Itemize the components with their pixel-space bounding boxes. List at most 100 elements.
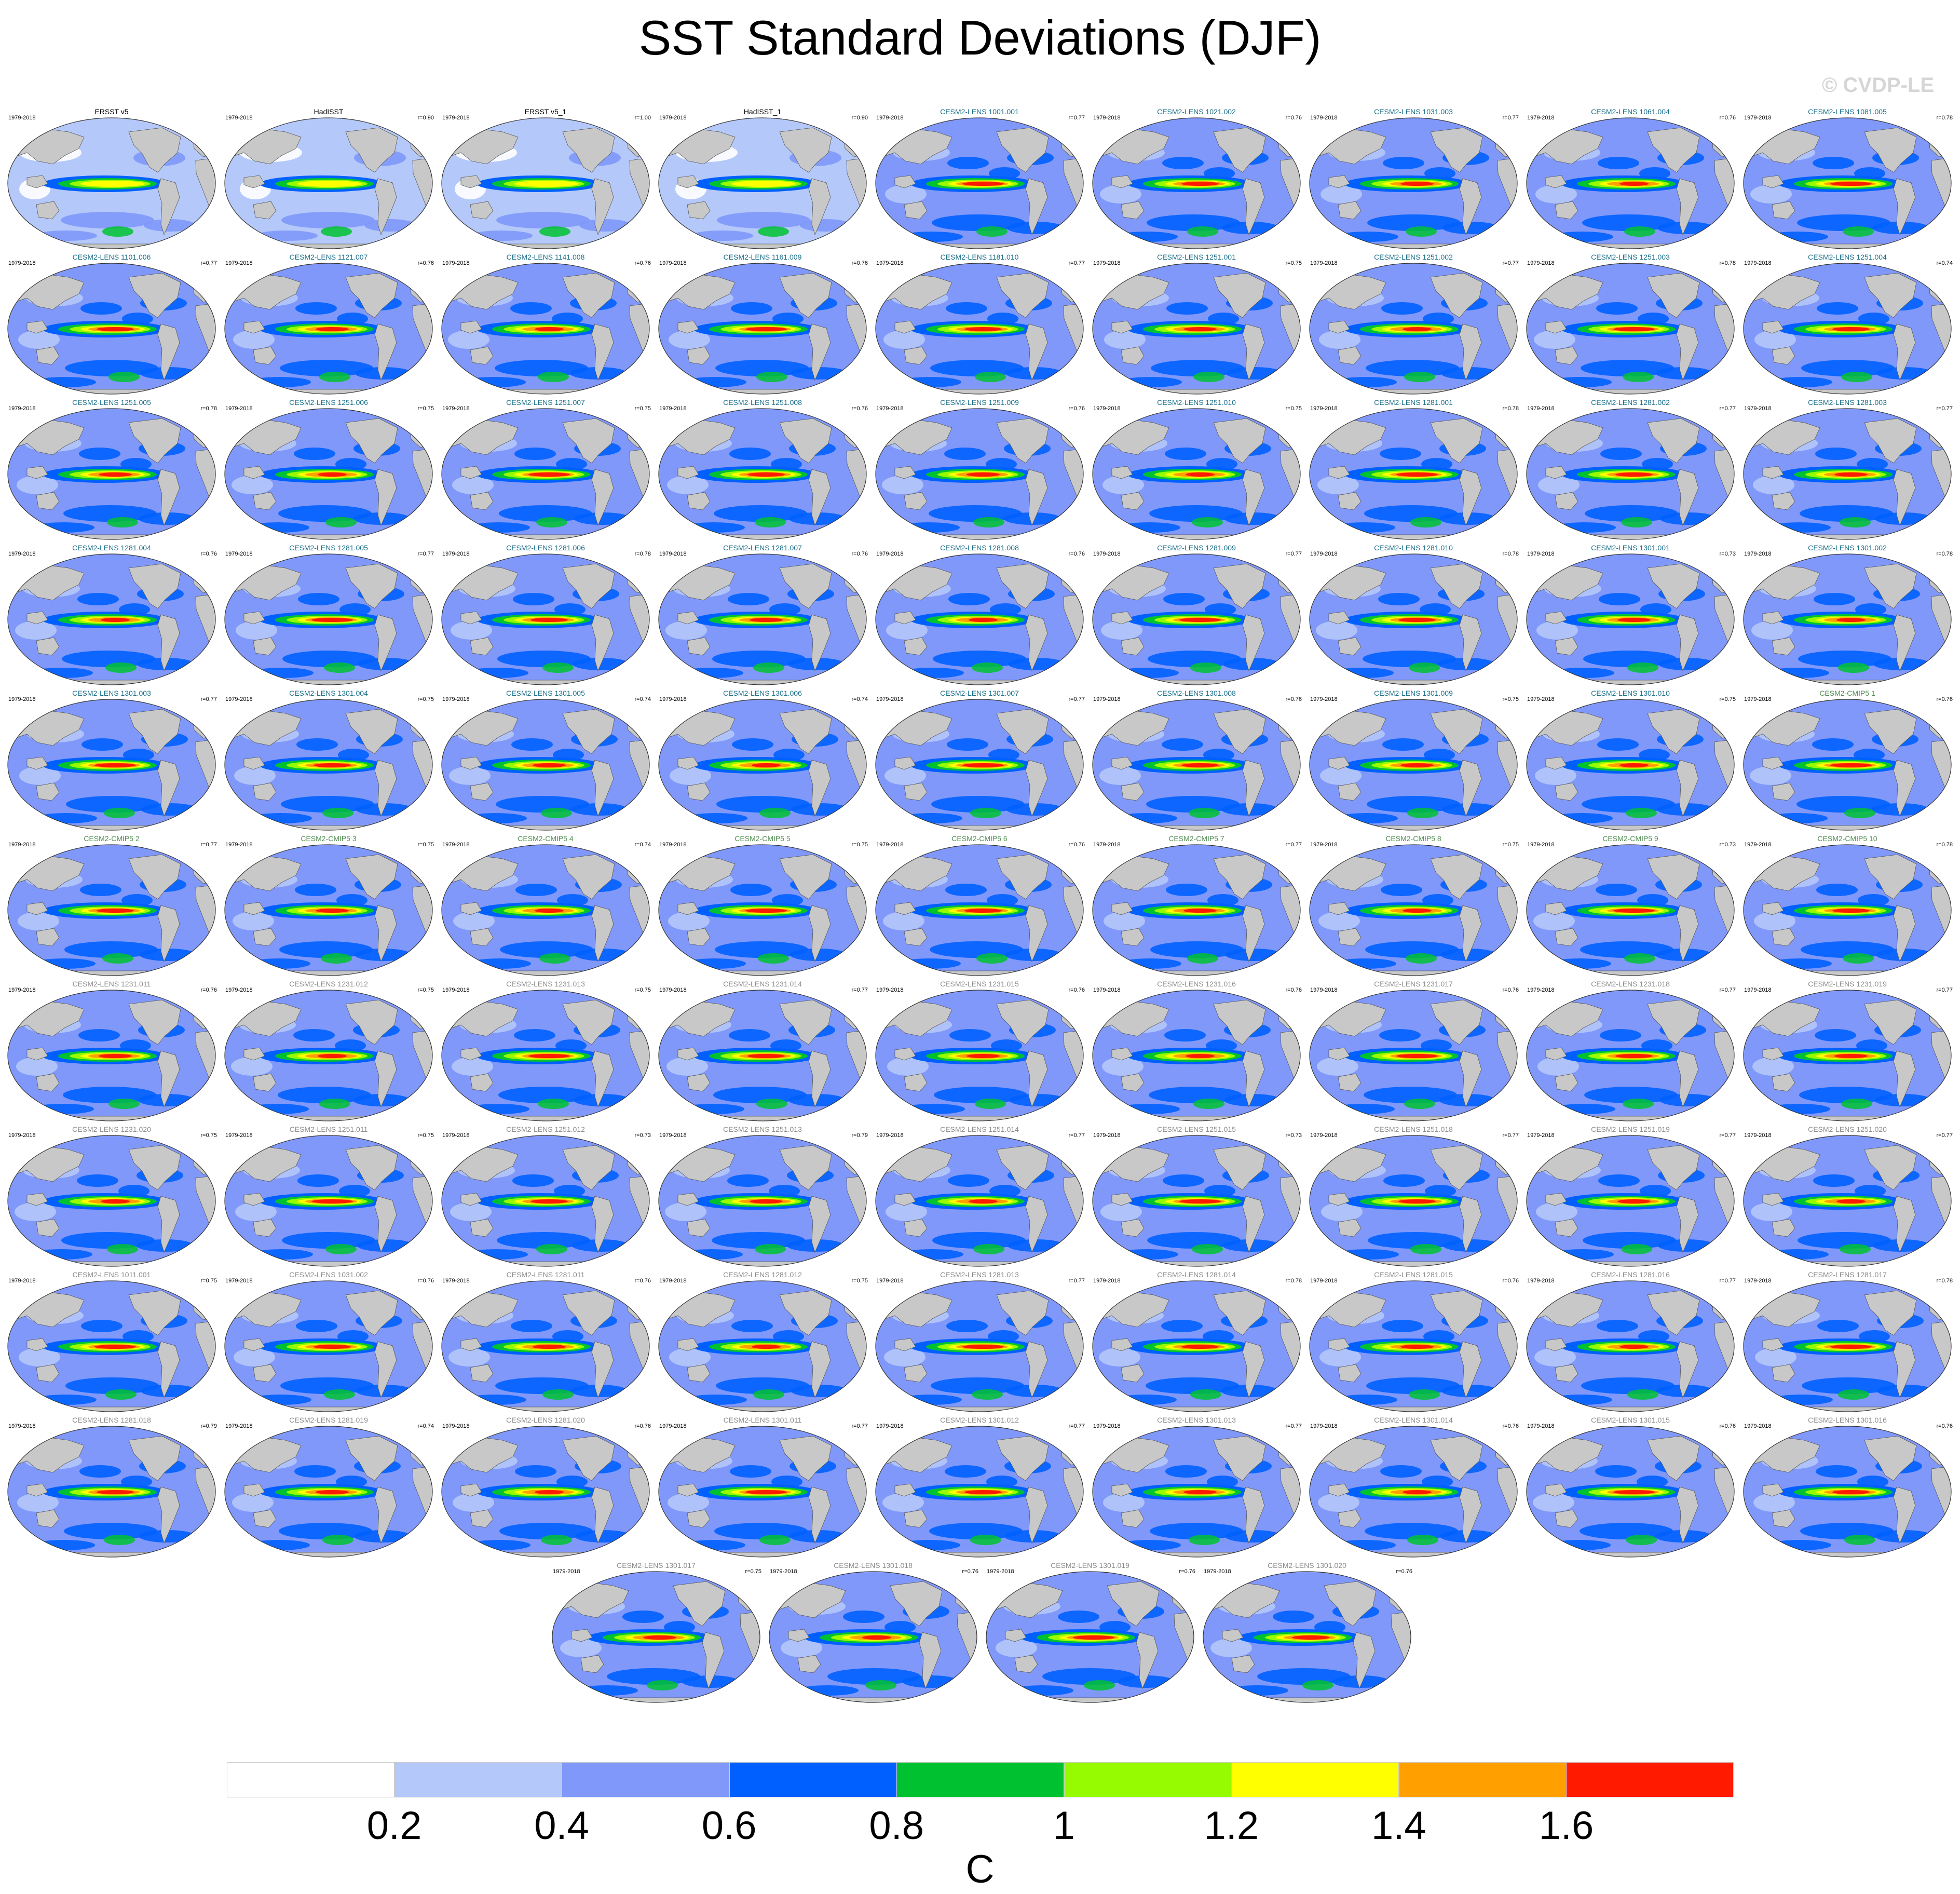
- australia-landmass: [253, 1364, 277, 1383]
- variability-patch: [15, 621, 57, 640]
- colorbar-tick-label: 1.2: [1204, 1804, 1259, 1848]
- variability-patch: [1319, 330, 1360, 349]
- maritime-continent-landmass: [460, 902, 482, 915]
- variability-patch: [515, 1465, 556, 1478]
- southern-ocean-patch: [102, 953, 133, 964]
- antarctica-landmass: [876, 1116, 1083, 1121]
- panel-period: 1979-2018: [442, 405, 470, 412]
- map-outline: [658, 1426, 867, 1558]
- variability-patch: [1753, 476, 1794, 494]
- southern-ocean-patch: [1838, 662, 1869, 673]
- panel-period: 1979-2018: [1310, 1423, 1338, 1429]
- enso-band-red: [1613, 1490, 1655, 1494]
- map-outline: [1092, 1280, 1301, 1412]
- variability-patch: [1814, 593, 1855, 605]
- map-panel: CESM2-LENS 1231.014 1979-2018 r=0.77: [654, 979, 871, 1125]
- australia-landmass: [904, 928, 928, 946]
- antarctica-landmass: [442, 970, 649, 976]
- southern-ocean-patch: [541, 808, 572, 818]
- map-panel: CESM2-LENS 1281.014 1979-2018 r=0.78: [1088, 1270, 1305, 1415]
- colorbar-units: C: [965, 1847, 995, 1891]
- panel-pattern-correlation: r=0.78: [1936, 1278, 1953, 1284]
- variability-patch: [1552, 668, 1614, 678]
- antarctica-landmass: [876, 534, 1083, 539]
- maritime-continent-landmass: [26, 1047, 48, 1061]
- north-america-landmass: [1430, 127, 1483, 173]
- map-panel: CESM2-LENS 1251.013 1979-2018 r=0.79: [654, 1125, 871, 1270]
- south-america-landmass: [374, 905, 397, 963]
- colorbar-tick-label: 0.8: [869, 1804, 924, 1848]
- panel-title: CESM2-LENS 1281.013: [940, 1270, 1019, 1279]
- panel-pattern-correlation: r=0.76: [1719, 115, 1736, 121]
- map-panel: CESM2-LENS 1281.012 1979-2018 r=0.75: [654, 1270, 871, 1415]
- north-america-landmass: [345, 709, 398, 754]
- panel-pattern-correlation: r=0.76: [1179, 1568, 1196, 1575]
- sst-map: [441, 408, 650, 540]
- north-america-landmass: [779, 127, 832, 173]
- maritime-continent-landmass: [1762, 320, 1784, 334]
- southern-ocean-patch: [319, 1099, 350, 1109]
- variability-patch: [297, 1174, 339, 1187]
- antarctica-landmass: [225, 1116, 432, 1121]
- sst-map: [224, 408, 433, 540]
- variability-patch: [1442, 222, 1500, 234]
- north-america-landmass: [562, 1436, 615, 1481]
- enso-band-red: [1830, 763, 1872, 767]
- map-outline: [1526, 1280, 1735, 1412]
- variability-patch: [886, 621, 928, 640]
- south-america-landmass: [1893, 1341, 1916, 1399]
- variability-patch: [1798, 1232, 1891, 1249]
- map-outline: [1309, 408, 1518, 540]
- variability-patch: [1101, 621, 1142, 640]
- southern-ocean-patch: [753, 662, 784, 673]
- map-panel: CESM2-LENS 1281.010 1979-2018 r=0.78: [1305, 543, 1522, 688]
- variability-patch: [249, 377, 311, 387]
- colorbar-box: [562, 1762, 730, 1797]
- variability-patch: [1147, 1232, 1241, 1249]
- panel-title: CESM2-LENS 1031.002: [289, 1270, 368, 1279]
- enso-band-red: [1832, 909, 1870, 913]
- north-america-landmass: [345, 854, 398, 900]
- map-panel: CESM2-LENS 1251.019 1979-2018 r=0.77: [1522, 1125, 1739, 1270]
- panel-period: 1979-2018: [659, 987, 687, 993]
- panel-pattern-correlation: r=0.76: [851, 551, 868, 557]
- variability-patch: [900, 813, 962, 823]
- south-america-landmass: [157, 905, 180, 963]
- antarctica-landmass: [1093, 1552, 1300, 1557]
- enso-band-red: [1830, 1345, 1872, 1349]
- australia-landmass: [470, 1073, 494, 1092]
- panel-pattern-correlation: r=0.77: [1502, 260, 1519, 266]
- variability-patch: [18, 912, 59, 930]
- variability-patch: [882, 1493, 924, 1512]
- south-america-landmass: [591, 1486, 614, 1544]
- panel-pattern-correlation: r=0.74: [634, 842, 651, 848]
- variability-patch: [1364, 1087, 1457, 1103]
- panel-period: 1979-2018: [8, 1132, 36, 1139]
- panel-title: CESM2-LENS 1281.015: [1374, 1270, 1453, 1279]
- enso-band-red: [535, 1490, 564, 1494]
- australia-landmass: [1121, 637, 1145, 656]
- enso-band-red: [964, 1490, 1002, 1494]
- variability-patch: [1336, 232, 1398, 242]
- variability-patch: [495, 1377, 589, 1394]
- maritime-continent-landmass: [460, 1338, 482, 1351]
- variability-patch: [684, 377, 746, 387]
- map-panel: CESM2-LENS 1251.007 1979-2018 r=0.75: [437, 398, 654, 543]
- map-outline: [1743, 844, 1952, 976]
- variability-patch: [622, 1611, 664, 1623]
- colorbar-tick-label: 1: [1053, 1804, 1075, 1848]
- enso-band-red: [962, 763, 1004, 767]
- sst-map: [986, 1571, 1194, 1703]
- map-outline: [7, 1135, 216, 1267]
- map-panel: CESM2-LENS 1281.004 1979-2018 r=0.76: [3, 543, 220, 688]
- north-america-landmass: [562, 999, 615, 1045]
- variability-patch: [665, 1202, 706, 1221]
- enso-band-red: [1179, 618, 1221, 622]
- panel-period: 1979-2018: [876, 696, 904, 702]
- enso-band-red: [97, 909, 134, 913]
- panel-pattern-correlation: r=0.78: [200, 405, 217, 412]
- antarctica-landmass: [1527, 1552, 1734, 1557]
- variability-patch: [1553, 1104, 1615, 1114]
- panel-title: HadISST_1: [743, 107, 782, 116]
- map-panel: CESM2-LENS 1251.009 1979-2018 r=0.76: [871, 398, 1088, 543]
